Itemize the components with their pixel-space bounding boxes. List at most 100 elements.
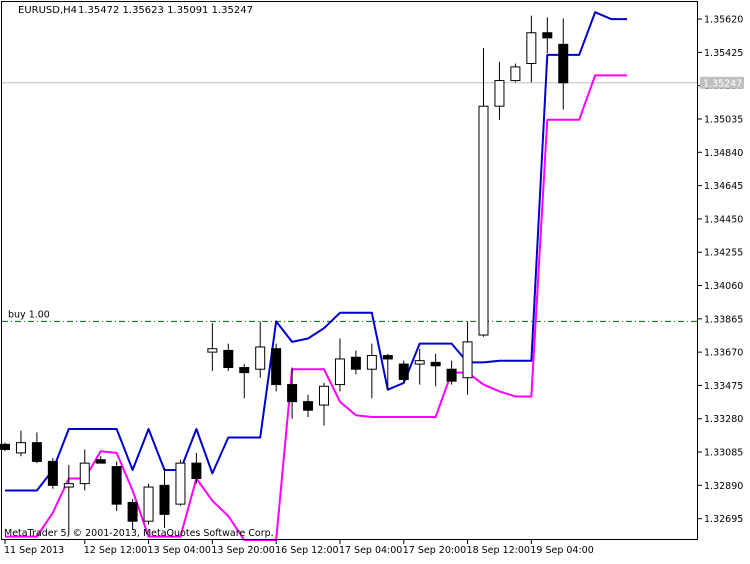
candle-body-bear [0, 443, 10, 450]
candle[interactable] [175, 459, 186, 506]
candle[interactable] [414, 348, 425, 385]
candle-body-bear [95, 459, 106, 464]
candle[interactable] [15, 430, 26, 457]
price-axis-label: 1.35620 [704, 15, 743, 26]
candle-body-bear [31, 442, 42, 462]
candle-body-bear [271, 348, 282, 386]
candle[interactable] [287, 367, 298, 419]
candle[interactable] [79, 449, 90, 491]
candle-body-bear [47, 460, 58, 486]
candle[interactable] [350, 350, 361, 375]
candle-body-bear [430, 361, 441, 367]
price-axis-label: 1.34645 [704, 181, 743, 192]
candle-body-bear [287, 384, 298, 403]
price-axis-label: 1.35425 [704, 48, 743, 59]
candle-body-bull [366, 355, 377, 370]
candle[interactable] [446, 360, 457, 385]
time-axis-label: 12 Sep 12:00 [84, 545, 147, 556]
candle[interactable] [319, 382, 329, 426]
candle-body-bear [303, 401, 314, 411]
candle[interactable] [223, 343, 234, 371]
candle[interactable] [31, 432, 42, 464]
time-axis-label: 18 Sep 12:00 [467, 545, 530, 556]
candle-body-bear [446, 368, 457, 382]
candle[interactable] [462, 321, 473, 395]
buy-order-label: buy 1.00 [8, 309, 50, 320]
candle-body-bull [15, 442, 26, 454]
time-axis-label: 17 Sep 04:00 [339, 545, 402, 556]
candle-body-bear [350, 356, 361, 370]
candle-body-bull [478, 105, 489, 336]
candle-body-bear [558, 43, 569, 84]
candle-body-bear [159, 484, 170, 515]
price-axis-label: 1.34840 [704, 148, 743, 159]
candle-body-bear [127, 501, 138, 522]
candle[interactable] [127, 499, 138, 530]
candle-body-bear [191, 462, 202, 480]
candle[interactable] [143, 483, 154, 525]
time-axis-label: 13 Sep 04:00 [148, 545, 211, 556]
candle[interactable] [478, 48, 489, 337]
price-axis-label: 1.33475 [704, 381, 743, 392]
candle[interactable] [366, 343, 377, 399]
price-axis-label: 1.33670 [704, 348, 743, 359]
candle[interactable] [271, 343, 282, 392]
current-price-badge [700, 76, 744, 89]
price-axis-label: 1.35035 [704, 114, 743, 125]
candle[interactable] [207, 323, 218, 371]
candle-body-bull [207, 348, 218, 353]
candle[interactable] [494, 61, 505, 120]
candle[interactable] [63, 464, 74, 535]
candle[interactable] [95, 456, 106, 464]
candle[interactable] [191, 452, 202, 484]
candle-body-bull [79, 462, 90, 485]
price-axis-label: 1.34060 [704, 281, 743, 292]
candle-body-bull [462, 341, 473, 379]
candle[interactable] [111, 461, 122, 511]
time-axis-label: 19 Sep 04:00 [530, 545, 593, 556]
candle-body-bear [223, 349, 234, 368]
candle[interactable] [0, 442, 10, 452]
candle[interactable] [430, 353, 441, 387]
candle[interactable] [47, 458, 58, 489]
candle-body-bear [111, 466, 122, 505]
candle-body-bear [542, 32, 553, 39]
lower-envelope-line [5, 74, 628, 541]
chart-symbol-label: EURUSD,H4 [18, 5, 77, 16]
candle-body-bull [526, 32, 537, 64]
price-axis-label: 1.33085 [704, 448, 743, 459]
current-price-badge-label: 1.35247 [703, 78, 742, 89]
price-axis-label: 1.34450 [704, 214, 743, 225]
candle[interactable] [542, 17, 553, 54]
price-axis-label: 1.32695 [704, 514, 743, 525]
candle-body-bear [239, 366, 250, 374]
time-axis-label: 16 Sep 12:00 [275, 545, 338, 556]
candle[interactable] [558, 18, 569, 110]
candle-body-bull [334, 358, 345, 386]
candle-body-bull [414, 360, 425, 365]
candle[interactable] [159, 468, 170, 529]
price-axis-label: 1.34255 [704, 248, 743, 259]
candle[interactable] [239, 364, 250, 399]
candle[interactable] [526, 15, 537, 83]
candle[interactable] [398, 360, 409, 383]
candle-body-bull [175, 462, 186, 505]
candle[interactable] [255, 321, 266, 378]
candle-body-bear [398, 363, 409, 380]
candle[interactable] [382, 353, 393, 390]
candle-body-bull [255, 346, 266, 370]
candle-body-bull [63, 483, 74, 488]
candle[interactable] [334, 338, 345, 392]
candle-body-bull [143, 486, 154, 522]
upper-envelope-line [5, 11, 628, 492]
candle-body-bull [510, 66, 521, 82]
candle[interactable] [303, 394, 314, 418]
plot-frame [1, 1, 698, 540]
price-axis-label: 1.32890 [704, 481, 743, 492]
copyright-text: MetaTrader 5, © 2001-2013, MetaQuotes So… [4, 528, 274, 539]
candle[interactable] [510, 63, 521, 83]
chart-ohlc-values: 1.35472 1.35623 1.35091 1.35247 [78, 5, 253, 16]
